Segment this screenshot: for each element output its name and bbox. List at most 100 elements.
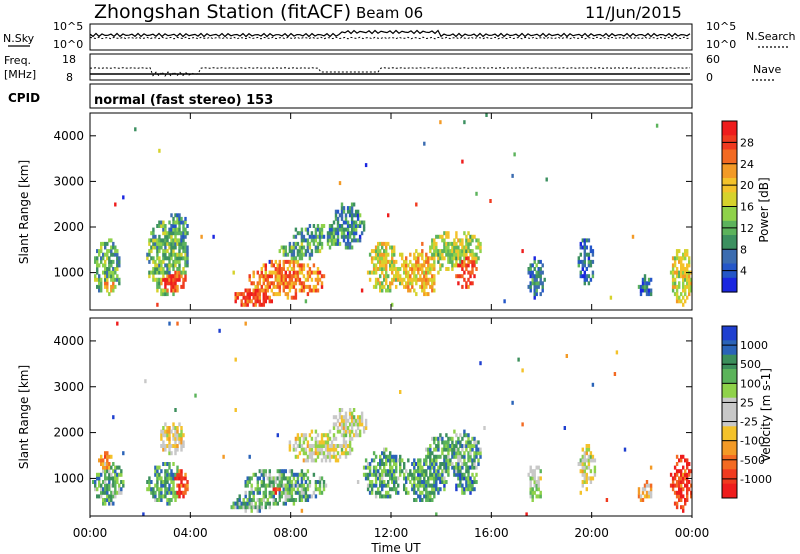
- data-cell: [284, 476, 288, 481]
- data-cell: [433, 476, 436, 481]
- data-cell: [370, 256, 374, 261]
- data-cell: [447, 436, 450, 441]
- data-cell: [178, 267, 181, 271]
- data-cell: [268, 284, 272, 289]
- data-cell: [158, 284, 161, 289]
- data-cell: [264, 501, 268, 506]
- data-cell: [316, 480, 320, 484]
- data-cell: [276, 469, 280, 474]
- data-cell: [160, 444, 163, 448]
- data-cell: [292, 270, 296, 275]
- data-cell: [306, 277, 310, 282]
- data-cell: [282, 472, 286, 477]
- data-cell: [160, 483, 163, 488]
- data-cell: [393, 249, 396, 254]
- data-cell: [682, 252, 685, 257]
- data-cell: [160, 241, 163, 246]
- data-cell: [248, 494, 251, 499]
- data-cell: [419, 494, 422, 499]
- data-cell: [184, 472, 187, 477]
- data-cell: [455, 234, 458, 239]
- data-cell: [431, 487, 434, 492]
- data-cell: [174, 288, 177, 293]
- data-cell: [678, 476, 681, 481]
- data-cell: [320, 440, 324, 445]
- data-cell: [447, 465, 450, 470]
- data-cell: [431, 252, 434, 257]
- data-cell: [298, 270, 302, 275]
- data-cell: [425, 259, 428, 264]
- data-cell: [379, 249, 382, 254]
- data-cell: [290, 498, 294, 502]
- data-cell: [108, 501, 111, 506]
- data-cell: [489, 199, 492, 203]
- data-cell: [168, 433, 171, 438]
- data-cell: [108, 274, 111, 279]
- data-cell: [433, 483, 436, 488]
- data-cell: [391, 487, 394, 492]
- data-cell: [334, 227, 338, 232]
- data-cell: [471, 256, 474, 261]
- data-cell: [461, 252, 464, 257]
- data-cell: [423, 476, 426, 481]
- data-cell: [381, 458, 384, 463]
- data-cell: [172, 231, 175, 236]
- data-cell: [158, 256, 161, 261]
- data-cell: [364, 458, 368, 463]
- data-cell: [174, 241, 177, 246]
- data-cell: [413, 487, 416, 492]
- x-tick-label: 04:00: [173, 526, 208, 540]
- data-cell: [106, 249, 109, 254]
- data-cell: [314, 440, 318, 445]
- data-cell: [302, 451, 306, 456]
- data-cell: [340, 209, 344, 214]
- data-cell: [248, 292, 251, 297]
- data-cell: [417, 252, 420, 257]
- data-cell: [647, 288, 651, 293]
- data-cell: [240, 302, 243, 307]
- data-cell: [100, 487, 103, 492]
- data-cell: [306, 454, 310, 459]
- data-cell: [300, 270, 304, 275]
- data-cell: [236, 505, 239, 510]
- data-cell: [276, 433, 280, 438]
- data-cell: [455, 462, 458, 466]
- data-cell: [172, 292, 175, 297]
- data-cell: [649, 490, 653, 495]
- data-cell: [314, 288, 318, 293]
- data-cell: [98, 480, 101, 484]
- data-cell: [678, 295, 681, 300]
- data-cell: [272, 487, 276, 492]
- data-cell: [312, 263, 316, 268]
- data-cell: [294, 292, 298, 297]
- data-cell: [270, 263, 274, 268]
- data-cell: [350, 231, 354, 236]
- data-cell: [587, 462, 591, 466]
- data-cell: [477, 238, 480, 243]
- data-cell: [387, 284, 390, 289]
- data-cell: [102, 465, 105, 470]
- data-cell: [310, 249, 314, 254]
- data-cell: [639, 494, 643, 499]
- data-cell: [172, 274, 175, 279]
- data-cell: [342, 227, 346, 232]
- data-cell: [381, 263, 384, 268]
- data-cell: [158, 259, 161, 264]
- data-cell: [162, 429, 165, 434]
- data-cell: [178, 213, 181, 218]
- data-cell: [680, 259, 683, 264]
- data-cell: [541, 263, 544, 268]
- data-cell: [623, 447, 627, 452]
- data-cell: [174, 490, 177, 495]
- data-cell: [262, 263, 266, 268]
- data-cell: [114, 476, 117, 481]
- data-cell: [312, 444, 316, 448]
- data-cell: [451, 462, 454, 466]
- data-cell: [411, 281, 414, 286]
- data-cell: [164, 490, 167, 495]
- data-cell: [435, 458, 438, 463]
- data-cell: [529, 476, 532, 481]
- data-cell: [415, 281, 418, 286]
- data-cell: [447, 454, 450, 459]
- data-cell: [304, 490, 308, 495]
